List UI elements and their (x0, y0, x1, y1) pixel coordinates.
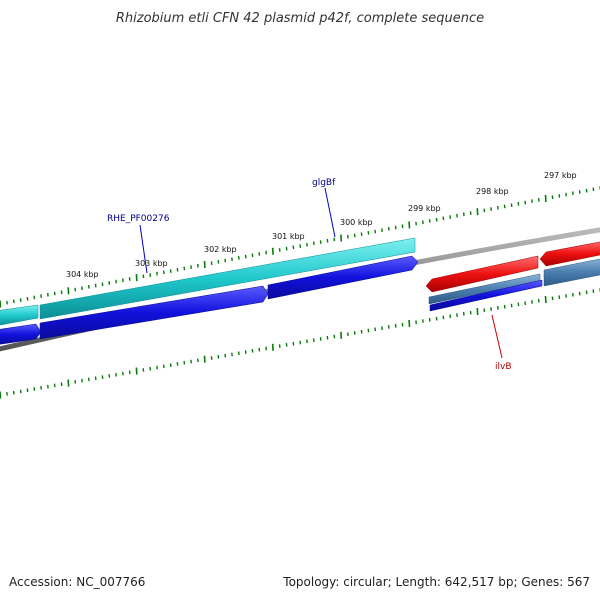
gene-feature-cyan-left[interactable] (0, 304, 39, 326)
gene-leaders (139, 187, 503, 359)
gene-features-cyan (0, 237, 416, 326)
gene-labels: RHE_PF00276 glgBf ilvB (107, 178, 512, 372)
gene-label-ilvb[interactable]: ilvB (495, 362, 512, 372)
gene-feature-red-2[interactable] (539, 241, 600, 267)
gene-feature-red-1[interactable] (425, 255, 539, 293)
gene-feature-blue-right[interactable] (429, 279, 543, 312)
scale-label-300: 300 kbp (340, 218, 373, 227)
genome-info-text: Topology: circular; Length: 642,517 bp; … (282, 575, 590, 589)
gene-feature-blue-left[interactable] (0, 323, 42, 345)
gene-feature-blue-1[interactable] (39, 285, 269, 340)
scale-label-297: 297 kbp (544, 171, 577, 180)
scale-label-298: 298 kbp (476, 187, 509, 196)
gene-features-blue (0, 255, 419, 345)
gene-feature-blue-2[interactable] (267, 255, 419, 300)
scale-label-302: 302 kbp (204, 245, 237, 254)
scale-label-303: 303 kbp (135, 259, 168, 268)
scale-label-301: 301 kbp (272, 232, 305, 241)
accession-text: Accession: NC_007766 (9, 575, 145, 589)
scale-labels: 304 kbp 303 kbp 302 kbp 301 kbp 300 kbp … (66, 171, 577, 279)
leader-ilvb (491, 314, 503, 359)
scale-label-299: 299 kbp (408, 204, 441, 213)
gene-feature-cyan-main[interactable] (39, 237, 416, 320)
leader-glgbf (324, 187, 336, 238)
leader-rhe (139, 224, 148, 274)
scale-ring-outer (0, 186, 600, 308)
scale-ring-inner (0, 288, 600, 399)
map-title: Rhizobium etli CFN 42 plasmid p42f, comp… (116, 11, 484, 26)
scale-label-304: 304 kbp (66, 270, 99, 279)
gene-features-right (425, 241, 600, 312)
gene-feature-steel-2[interactable] (543, 258, 600, 287)
gene-label-glgbf[interactable]: glgBf (312, 178, 336, 188)
gene-label-rhe-pf00276[interactable]: RHE_PF00276 (107, 214, 170, 224)
